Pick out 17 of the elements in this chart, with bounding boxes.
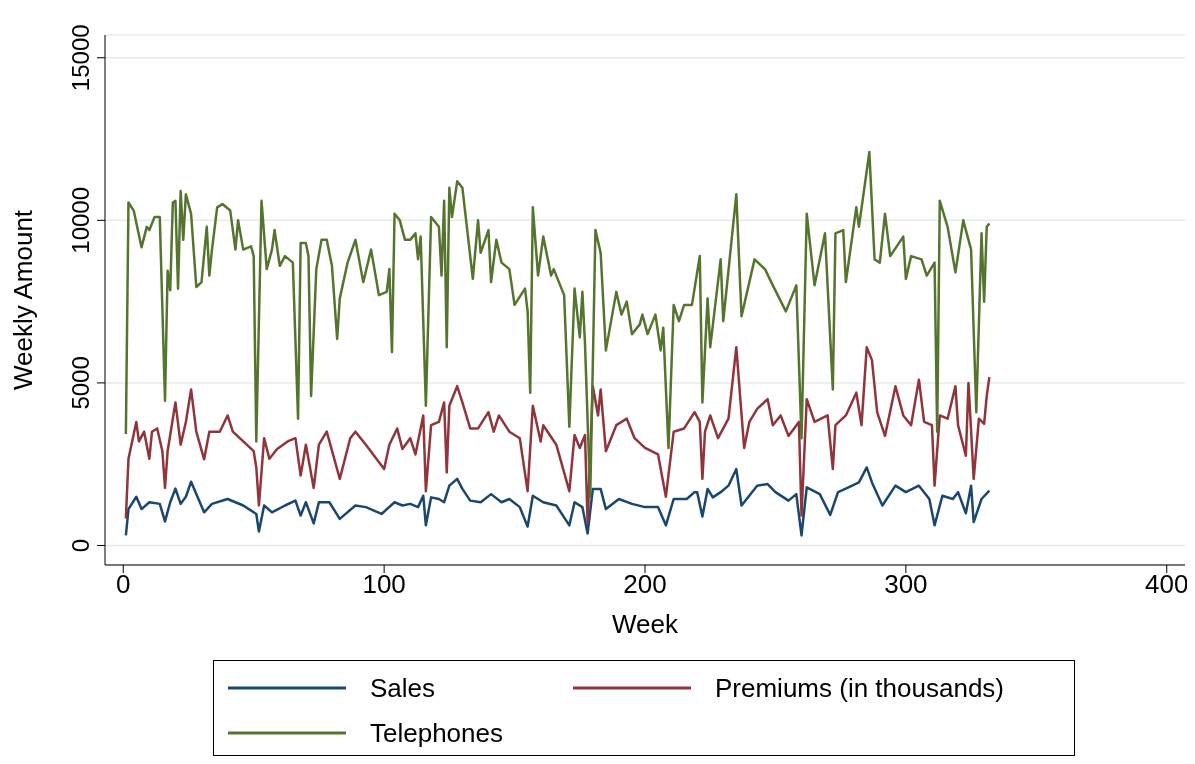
y-tick-label: 5000 [67,356,94,410]
x-tick-label: 0 [116,569,131,600]
x-axis-title: Week [612,609,679,640]
x-tick-label: 300 [884,569,928,600]
x-tick-label: 200 [623,569,667,600]
line-series [124,345,991,525]
y-tick-label: 10000 [67,186,94,254]
y-tick-label: 15000 [67,24,94,92]
legend-label: Telephones [369,717,503,749]
line-series [124,466,991,537]
y-tick-label: 0 [67,538,94,553]
x-tick-label: 400 [1145,569,1189,600]
line-series [124,150,991,498]
x-tick-label: 100 [362,569,406,600]
y-axis-title: Weekly Amount [8,209,39,391]
legend-label: Sales [369,672,436,704]
legend-label: Premiums (in thousands) [714,672,1004,704]
